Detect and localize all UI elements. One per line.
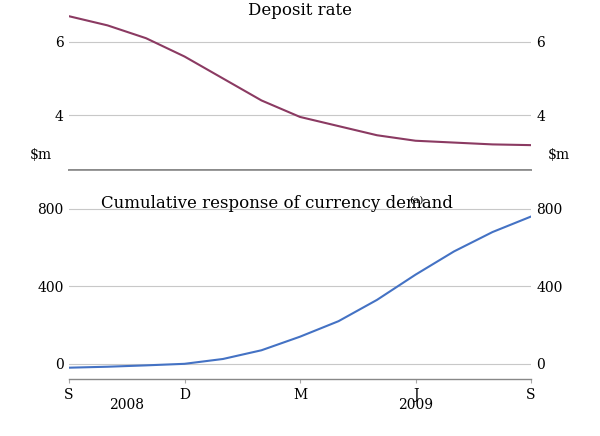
Text: Cumulative response of currency demand: Cumulative response of currency demand bbox=[101, 195, 453, 212]
Text: (a): (a) bbox=[409, 195, 424, 204]
Text: 2009: 2009 bbox=[398, 398, 433, 412]
Text: $m: $m bbox=[548, 148, 570, 162]
Text: $m: $m bbox=[30, 148, 52, 162]
Text: 2008: 2008 bbox=[109, 398, 144, 412]
Text: Deposit rate: Deposit rate bbox=[248, 2, 352, 19]
